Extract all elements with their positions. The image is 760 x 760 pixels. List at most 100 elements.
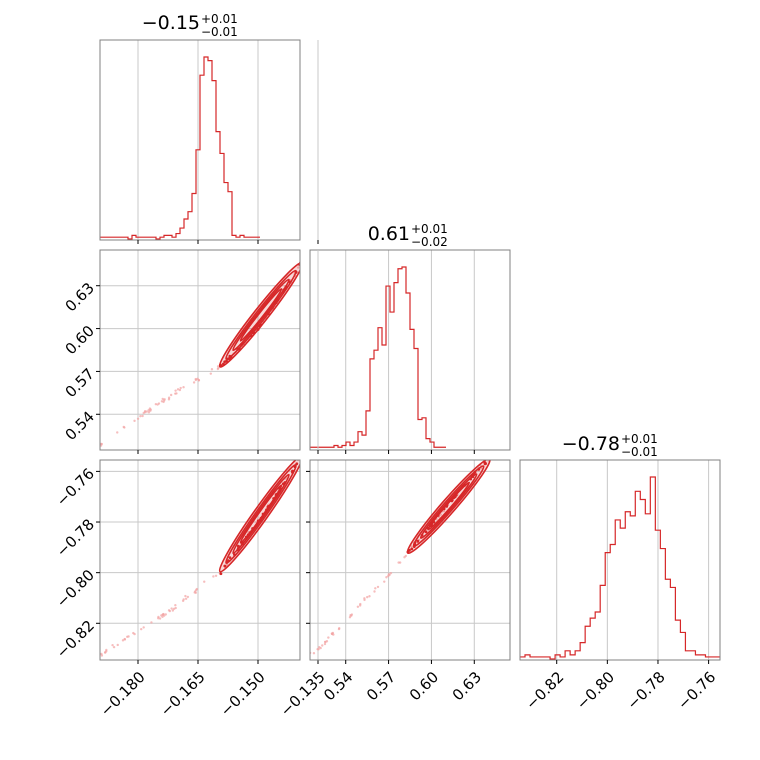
pair-0-2-core-point — [258, 519, 262, 522]
pair-1-2-core-point — [424, 530, 428, 534]
pair-0-1-sample-point — [143, 410, 147, 413]
pair-1-2-sample-point — [319, 646, 322, 650]
ytick-label-param-2-1: −0.80 — [53, 566, 98, 611]
pair-0-1-sample-point — [142, 411, 145, 415]
pair-0-2-sample-point — [184, 594, 187, 598]
pair-0-1-sample-point — [179, 386, 182, 390]
pair-1-2-sample-point — [374, 587, 377, 590]
pair-0-1-sample-point — [182, 386, 185, 389]
pair-0-2-core-point — [261, 515, 264, 519]
pair-1-2-sample-point — [503, 445, 505, 447]
pair-0-2-sample-point — [212, 575, 215, 578]
xtick-label-param-0-0: −0.180 — [97, 668, 149, 720]
pair-0-1-sample-point — [161, 397, 164, 401]
hist-1-step-line — [310, 266, 446, 448]
pair-1-2-core-point — [413, 541, 417, 545]
pair-0-1-contour-1 — [225, 269, 297, 360]
pair-0-1-core-point — [222, 362, 225, 366]
pair-0-2-sample-point — [112, 645, 116, 649]
title-param-0: −0.15 — [142, 12, 200, 34]
ytick-label-param-1-0: 0.54 — [62, 408, 98, 444]
pair-0-2-core-point — [223, 564, 227, 568]
ytick-label-param-1-3: 0.63 — [62, 279, 98, 315]
xtick-label-param-1-2: 0.60 — [406, 668, 442, 704]
pair-1-2-sample-point — [324, 640, 327, 644]
pair-0-2-core-point — [266, 505, 270, 508]
pair-0-2-sample-point — [100, 654, 104, 657]
pair-0-1-sample-point — [296, 266, 300, 269]
pair-0-1-sample-point — [100, 444, 103, 447]
pair-1-2-sample-point — [503, 444, 505, 446]
pair-1-2-sample-point — [366, 595, 369, 599]
pair-1-2-sample-point — [363, 598, 366, 602]
pair-0-2-sample-point — [214, 574, 218, 578]
pair-1-2-core-point — [436, 513, 440, 517]
title-param-0-value: −0.15 — [142, 12, 200, 34]
pair-1-2-sample-point — [492, 456, 494, 458]
pair-0-1-core-point — [294, 271, 298, 274]
pair-1-2-core-point — [410, 547, 414, 551]
panel-pair-0-2 — [96, 459, 319, 664]
pair-0-2-sample-point — [142, 626, 145, 629]
pair-0-1-sample-point — [147, 411, 151, 414]
pair-0-2-core-point — [244, 535, 248, 539]
pair-0-2-core-point — [240, 542, 244, 546]
pair-1-2-core-point — [477, 467, 481, 471]
pair-0-2-sample-point — [116, 643, 119, 647]
pair-0-2-frame — [99, 459, 301, 661]
pair-0-1-samples — [100, 261, 300, 447]
title-param-1-minus: −0.02 — [411, 235, 448, 249]
pair-0-2-core-point — [251, 527, 255, 530]
pair-1-2-sample-point — [368, 595, 371, 598]
pair-0-2-core-point — [248, 531, 252, 535]
pair-1-2-sample-point — [376, 585, 380, 589]
pair-1-2-sample-point — [387, 573, 390, 576]
pair-1-2-frame — [309, 459, 511, 661]
pair-0-1-sample-point — [217, 366, 220, 370]
pair-0-2-sample-point — [170, 607, 173, 610]
pair-0-2-core-point — [236, 546, 240, 550]
pair-0-1-sample-point — [156, 403, 159, 406]
pair-0-1-sample-point — [123, 426, 126, 429]
pair-0-1-sample-point — [174, 392, 177, 395]
pair-0-1-sample-point — [192, 381, 196, 384]
pair-0-1-sample-point — [116, 431, 119, 434]
pair-1-2-core-point — [408, 548, 411, 552]
pair-1-2-contour-0 — [406, 460, 491, 555]
xtick-label-param-1-0: 0.54 — [320, 668, 356, 704]
pair-1-2-sample-point — [358, 604, 362, 607]
pair-1-2-sample-point — [410, 545, 413, 548]
pair-1-2-core-point — [442, 507, 446, 511]
pair-1-2-sample-point — [327, 636, 330, 639]
xtick-label-param-0-1: −0.165 — [157, 668, 209, 720]
pair-0-2-sample-point — [164, 613, 167, 616]
panel-pair-0-1 — [96, 249, 319, 454]
title-param-2-minus: −0.01 — [621, 445, 658, 459]
pair-1-2-sample-point — [321, 644, 324, 647]
pair-0-1-sample-point — [216, 365, 220, 368]
title-param-2: −0.78 — [562, 433, 620, 455]
pair-0-1-sample-point — [176, 388, 180, 391]
pair-0-2-core-point — [283, 481, 287, 484]
pair-0-2-sample-point — [123, 637, 126, 641]
pair-0-1-sample-point — [149, 408, 152, 411]
pair-1-2-sample-point — [385, 576, 388, 579]
pair-0-2-core-point — [233, 553, 236, 557]
hist-2-step-line — [520, 476, 721, 660]
pair-1-2-contour-2 — [419, 473, 478, 539]
pair-0-2-core-point — [261, 512, 265, 516]
pair-0-1-core-point — [273, 301, 277, 305]
hist-0-frame — [99, 39, 301, 241]
pair-0-2-sample-point — [181, 599, 185, 603]
pair-1-2-sample-point — [356, 605, 360, 608]
pair-0-1-sample-point — [209, 372, 213, 375]
pair-0-1-sample-point — [147, 409, 150, 412]
pair-0-2-core-point — [219, 572, 223, 576]
title-param-0-plus: +0.01 — [201, 12, 238, 26]
xtick-label-param-2-2: −0.78 — [623, 668, 668, 713]
pair-1-2-sample-point — [439, 513, 442, 516]
pair-1-2-core-point — [412, 545, 416, 549]
pair-0-1-sample-point — [194, 377, 197, 381]
pair-0-2-core-point — [256, 519, 260, 523]
